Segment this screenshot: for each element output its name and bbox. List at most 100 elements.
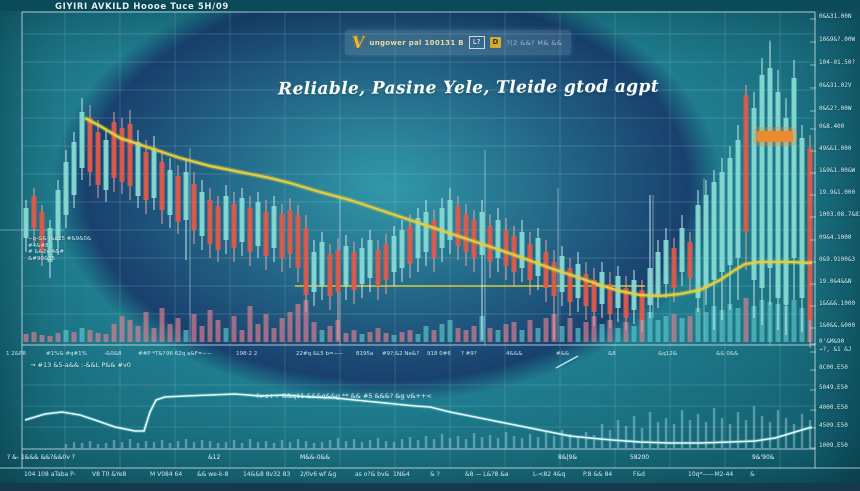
between-panel-label: #&& [556, 351, 570, 357]
candle-body [111, 122, 117, 178]
candle-body [143, 152, 149, 200]
volume-bar [647, 312, 653, 342]
volume-bar [175, 318, 181, 342]
candle-body [343, 246, 349, 286]
indicator-hist-bar [440, 434, 444, 448]
indicator-hist-bar [344, 441, 348, 448]
candle-body [95, 132, 101, 185]
between-panel-label: -&0&8 [104, 351, 122, 357]
footer-value: 9&'90& [752, 454, 775, 461]
candle-body [359, 248, 365, 284]
brand-v-logo-icon: V [351, 32, 366, 52]
volume-bar [695, 308, 701, 342]
indicator-hist-bar [120, 442, 124, 448]
candle-body [583, 274, 589, 306]
candle-body [735, 140, 741, 258]
candle-body [759, 75, 765, 288]
volume-bar [343, 333, 349, 342]
indicator-hist-bar [232, 440, 236, 448]
candle-body [447, 200, 453, 240]
price-axis-label: 0'&M&90 [819, 338, 845, 345]
volume-bar [103, 334, 109, 342]
candle-body [207, 200, 213, 244]
between-panel-label: 918 0#6 [427, 351, 451, 357]
candle-body [783, 118, 789, 305]
volume-bar [519, 330, 525, 342]
indicator-hist-bar [144, 441, 148, 448]
indicator-hist-bar [176, 441, 180, 448]
mini-legend-line: −q-G& J&q25 #&9&0& [28, 236, 92, 242]
candle-body [575, 264, 581, 298]
between-panel-label: &8 [608, 351, 616, 357]
date-label: && we-k-8 [197, 471, 229, 478]
date-label: as o?& bv& [355, 471, 390, 478]
volume-bar [95, 333, 101, 342]
candle-body [119, 128, 125, 182]
price-axis-label: 0&&31.00N [819, 13, 852, 20]
volume-bar [399, 332, 405, 342]
toolbar-badge-1[interactable]: L? [468, 36, 485, 49]
indicator-hist-bar [136, 443, 140, 448]
candle-body [535, 238, 541, 276]
indicator-hist-bar [64, 444, 68, 448]
indicator-hist-bar [808, 420, 812, 448]
volume-bar [431, 330, 437, 342]
candle-body [527, 244, 533, 280]
indicator-hist-bar [592, 435, 596, 448]
indicator-hist-bar [360, 442, 364, 448]
candle-body [415, 218, 421, 258]
indicator-hist-bar [648, 412, 652, 448]
candle-body [495, 220, 501, 258]
candle-body [639, 290, 645, 320]
indicator-hist-bar [560, 430, 564, 448]
candle-body [375, 250, 381, 286]
volume-bar [559, 326, 565, 342]
volume-bar [599, 324, 605, 342]
mini-legend-line: #4&#8 [28, 242, 49, 249]
indicator-hist-bar [552, 436, 556, 448]
volume-bar [247, 306, 253, 342]
volume-bar [47, 336, 53, 342]
candle-body [319, 242, 325, 286]
volume-bar [671, 314, 677, 342]
between-panel-label: 198-2 2 [236, 351, 258, 357]
volume-bar [351, 330, 357, 342]
candle-body [303, 228, 309, 295]
indicator-hist-bar [632, 416, 636, 448]
between-panel-label: 4&&& [506, 351, 523, 357]
volume-bar [527, 320, 533, 342]
indicator-hist-bar [216, 443, 220, 448]
volume-bar [391, 335, 397, 342]
candle-body [351, 252, 357, 290]
candle-body [551, 262, 557, 296]
toolbar-badge-2[interactable]: D [489, 37, 502, 48]
candle-body [55, 190, 61, 240]
indicator-hist-bar [616, 420, 620, 448]
indicator-hist-bar [696, 414, 700, 448]
volume-bar [591, 316, 597, 342]
candle-body [407, 226, 413, 264]
candle-body [751, 108, 757, 280]
headline: Reliable, Pasine Yele, Tleide gtod agpt [277, 76, 660, 100]
volume-bar [39, 335, 45, 342]
candle-body [127, 124, 133, 186]
candle-body [767, 68, 773, 268]
candle-body [87, 118, 93, 172]
indicator-hist-bar [784, 418, 788, 448]
indicator-annotation: ?>e++ &&q11 &&&q&&g ** && #5 &&&? &g v&+… [256, 392, 432, 400]
volume-bar [199, 326, 205, 342]
candle-body [775, 92, 781, 298]
between-panel-label: ##P *T&? [138, 351, 166, 357]
volume-bar [455, 328, 461, 342]
volume-bar [743, 298, 749, 342]
candle-body [439, 208, 445, 248]
volume-bar [111, 324, 117, 342]
price-axis-label: 0&&2?.00W [819, 105, 852, 112]
candle-body [807, 148, 813, 320]
date-label: & [750, 471, 755, 478]
date-label: 104 108 aTaba P- [24, 471, 76, 478]
indicator-hist-bar [608, 430, 612, 448]
candle-body [567, 268, 573, 302]
indicator-hist-bar [488, 435, 492, 448]
